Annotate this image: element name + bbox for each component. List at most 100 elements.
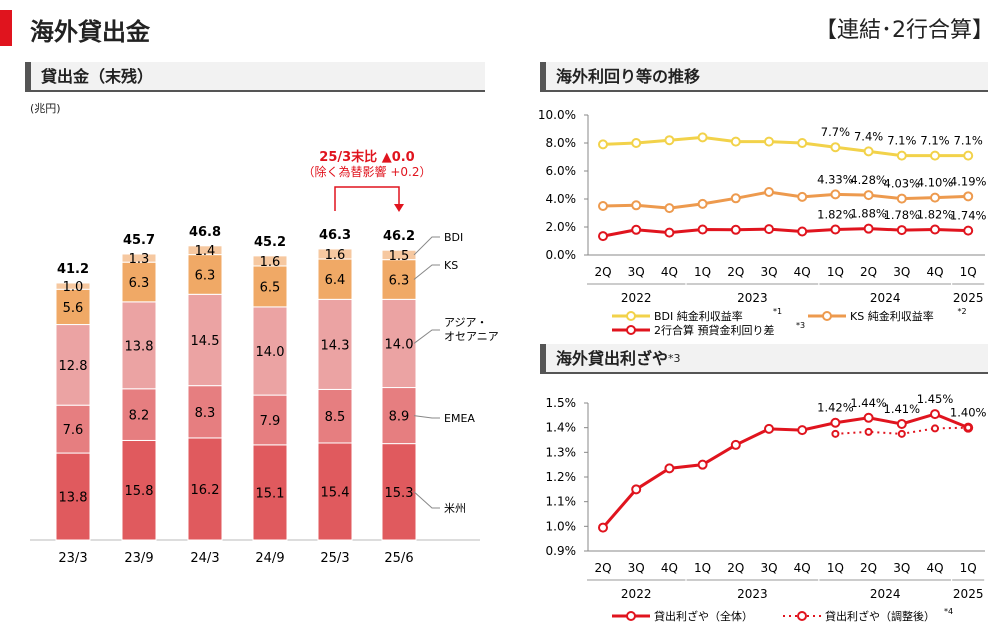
bar-value-label: 1.4 bbox=[195, 244, 216, 259]
bar-segment-KS bbox=[317, 258, 353, 300]
x-tick-label: 3Q bbox=[628, 561, 645, 575]
data-point bbox=[930, 224, 940, 235]
x-tick-label: 3Q bbox=[893, 561, 910, 575]
y-tick-label: 1.3% bbox=[546, 445, 577, 459]
bar-value-label: 14.3 bbox=[321, 338, 350, 353]
x-tick-label: 1Q bbox=[694, 561, 711, 575]
bar-value-label: 7.6 bbox=[63, 423, 84, 438]
data-point bbox=[664, 203, 675, 214]
bar-value-label: 5.6 bbox=[63, 301, 84, 316]
x-tick-label: 2Q bbox=[860, 561, 877, 575]
bar-segment-米州 bbox=[381, 443, 417, 541]
bar-segment-KS bbox=[252, 265, 288, 308]
bar-value-label: 8.5 bbox=[325, 410, 346, 425]
loans-section-title: 貸出金（末残） bbox=[25, 62, 485, 92]
legend-label: オセアニア bbox=[444, 330, 499, 343]
x-tick-label: 24/3 bbox=[190, 551, 219, 566]
arrow-head bbox=[394, 204, 404, 212]
data-point bbox=[797, 226, 808, 237]
y-tick-label: 4.0% bbox=[546, 192, 577, 206]
x-tick-label: 4Q bbox=[661, 265, 678, 279]
bar-segment-アジア・オセアニア bbox=[55, 324, 91, 406]
legend-note: *3 bbox=[796, 321, 805, 330]
bar-segment-アジア・オセアニア bbox=[121, 301, 157, 390]
data-label: 4.33% bbox=[817, 172, 854, 186]
x-tick-label: 3Q bbox=[760, 561, 777, 575]
data-point bbox=[730, 224, 741, 235]
data-label: 1.82% bbox=[917, 208, 954, 222]
bar-value-label: 14.0 bbox=[256, 345, 285, 360]
bar-segment-EMEA bbox=[55, 404, 91, 454]
bar-value-label: 8.3 bbox=[195, 406, 216, 421]
x-tick-label: 1Q bbox=[827, 265, 844, 279]
data-point bbox=[797, 191, 808, 202]
legend-label: BDI 純金利収益率 bbox=[654, 309, 743, 323]
y-tick-label: 1.2% bbox=[546, 470, 577, 484]
x-tick-label: 1Q bbox=[827, 561, 844, 575]
y-tick-label: 6.0% bbox=[546, 164, 577, 178]
data-point bbox=[598, 522, 608, 533]
bar-segment-米州 bbox=[187, 437, 223, 541]
bar-value-label: 15.4 bbox=[321, 485, 350, 500]
year-label: 2024 bbox=[870, 291, 901, 305]
x-tick-label: 1Q bbox=[960, 265, 977, 279]
x-tick-label: 4Q bbox=[794, 561, 811, 575]
legend-label: EMEA bbox=[444, 412, 475, 425]
legend-label: KS bbox=[444, 259, 458, 272]
data-point bbox=[764, 136, 774, 147]
data-point bbox=[797, 138, 808, 148]
x-tick-label: 3Q bbox=[893, 265, 910, 279]
title-accent bbox=[0, 10, 12, 46]
page-title: 海外貸出金 bbox=[30, 18, 150, 46]
legend-note: *1 bbox=[773, 307, 782, 316]
bar-value-label: 15.8 bbox=[125, 484, 154, 499]
bar-segment-KS bbox=[187, 254, 223, 295]
bar-segment-EMEA bbox=[317, 388, 353, 444]
spread-section-title: 海外貸出利ざや*3 bbox=[540, 344, 988, 374]
legend-label: 貸出利ざや（調整後） bbox=[825, 609, 935, 623]
series-line-1 bbox=[602, 190, 969, 210]
data-label: 1.45% bbox=[917, 392, 954, 406]
data-point bbox=[896, 193, 907, 204]
bar-value-label: 8.2 bbox=[129, 409, 150, 424]
legend-label: KS 純金利収益率 bbox=[850, 309, 934, 323]
bar-segment-アジア・オセアニア bbox=[317, 298, 353, 390]
data-point bbox=[896, 418, 907, 429]
bar-value-label: 1.5 bbox=[389, 249, 410, 264]
data-label: 1.44% bbox=[850, 396, 887, 410]
data-label: 1.42% bbox=[817, 401, 854, 415]
bar-value-label: 13.8 bbox=[125, 339, 154, 354]
bar-value-label: 6.3 bbox=[129, 276, 150, 291]
bar-segment-BDI bbox=[55, 282, 91, 290]
bar-segment-BDI bbox=[381, 249, 417, 261]
year-label: 2023 bbox=[737, 587, 768, 601]
y-tick-label: 1.0% bbox=[546, 519, 577, 533]
x-tick-label: 4Q bbox=[926, 561, 943, 575]
bar-value-label: 6.5 bbox=[260, 280, 281, 295]
data-point bbox=[598, 139, 608, 150]
bar-segment-米州 bbox=[55, 452, 91, 541]
data-point bbox=[863, 223, 874, 234]
y-tick-label: 2.0% bbox=[546, 220, 577, 234]
data-point bbox=[930, 192, 940, 203]
bar-segment-EMEA bbox=[381, 387, 417, 445]
bar-segment-BDI bbox=[252, 255, 288, 267]
bar-segment-アジア・オセアニア bbox=[187, 293, 223, 387]
legend-marker bbox=[626, 311, 636, 321]
data-point bbox=[963, 150, 974, 161]
x-tick-label: 2Q bbox=[594, 561, 611, 575]
legend-note: *2 bbox=[958, 307, 967, 316]
x-tick-label: 25/3 bbox=[320, 551, 349, 566]
data-point bbox=[864, 427, 873, 436]
data-point bbox=[697, 459, 708, 470]
data-point bbox=[631, 138, 642, 148]
data-label: 4.03% bbox=[884, 177, 921, 191]
data-point bbox=[863, 412, 874, 423]
bar-segment-米州 bbox=[317, 442, 353, 541]
y-tick-label: 1.1% bbox=[546, 495, 577, 509]
bar-value-label: 15.1 bbox=[256, 486, 285, 501]
bar-value-label: 6.3 bbox=[195, 268, 216, 283]
bar-segment-KS bbox=[381, 259, 417, 300]
year-label: 2025 bbox=[953, 587, 984, 601]
legend-marker bbox=[822, 311, 832, 321]
